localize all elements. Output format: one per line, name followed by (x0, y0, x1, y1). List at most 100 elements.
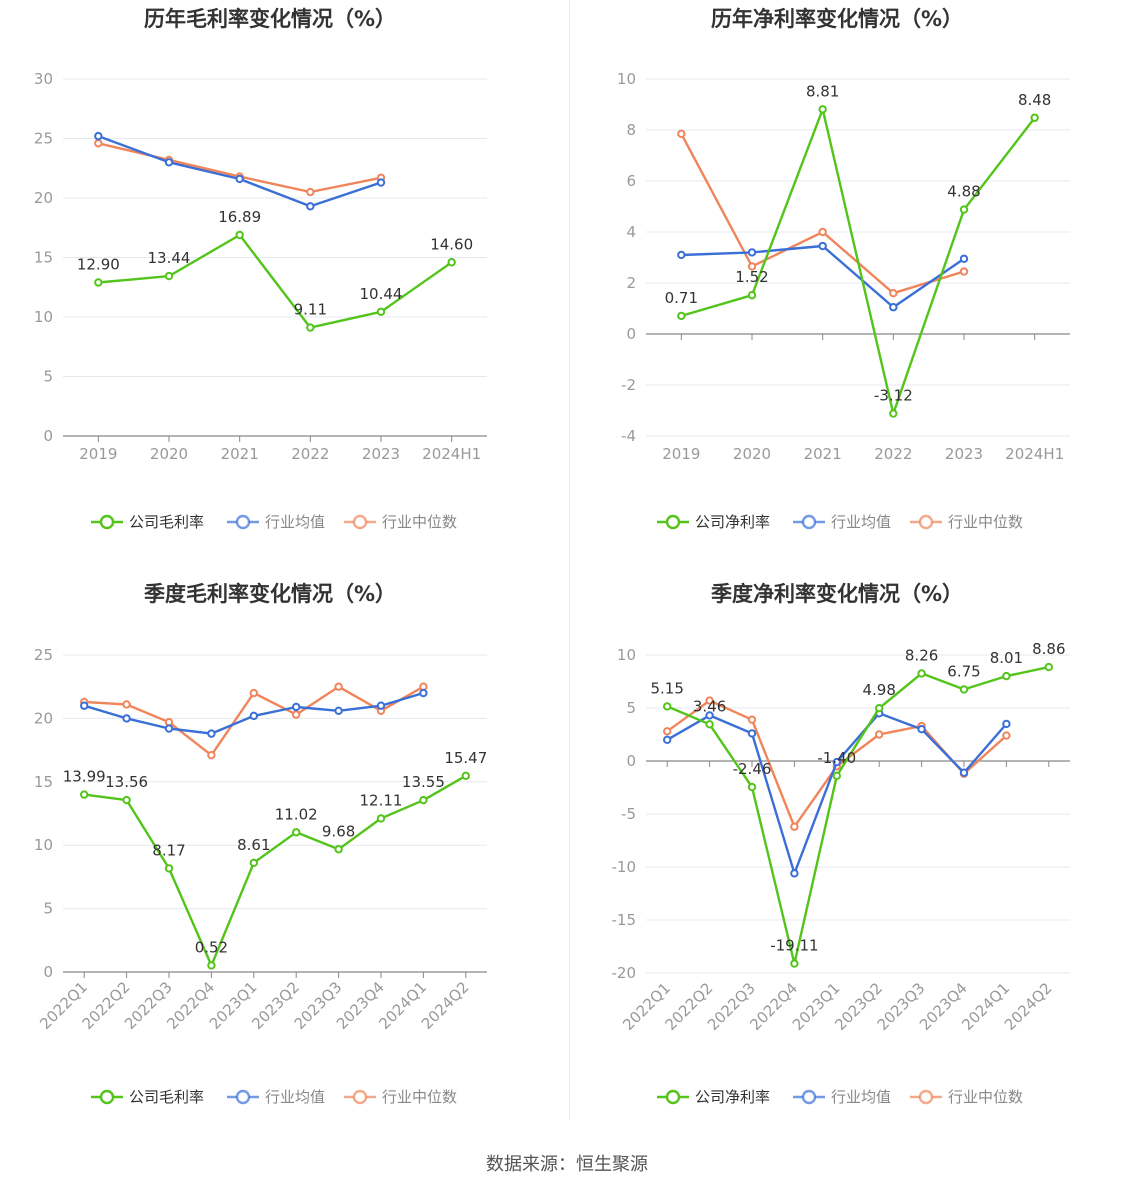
data-point-company (663, 702, 672, 711)
y-tick-label: -15 (612, 911, 637, 929)
series-line-company (680, 108, 1036, 415)
y-tick-label: 10 (617, 70, 636, 88)
data-point-avg (334, 706, 343, 715)
legend-label: 公司毛利率 (129, 513, 204, 531)
y-tick-label: -2 (621, 376, 636, 394)
legend-item-company[interactable]: 公司净利率 (657, 1088, 770, 1106)
data-label: 13.56 (105, 773, 148, 791)
data-label: 8.81 (806, 82, 839, 100)
data-point-avg (832, 757, 841, 767)
legend-item-median[interactable]: 行业中位数 (910, 513, 1023, 531)
data-point-avg (889, 303, 898, 312)
chart-quarter-net: 季度净利率变化情况（%）-20-15-10-505102022Q12022Q22… (612, 582, 1070, 1106)
data-source-note: 数据来源：恒生聚源 (486, 1154, 648, 1175)
data-label: 8.01 (990, 649, 1023, 667)
data-point-avg (376, 178, 386, 187)
data-point-company (376, 307, 386, 316)
x-tick-label: 2021 (221, 445, 259, 463)
legend-item-avg[interactable]: 行业均值 (793, 513, 891, 531)
data-point-company (94, 278, 103, 287)
legend-item-avg[interactable]: 行业均值 (227, 1088, 325, 1106)
chart-panel-quarter-gross: 季度毛利率变化情况（%） 0 5 10 15 20 25 2022Q1 2022Q2 2022Q3… (0, 575, 567, 1150)
data-point-company (207, 961, 216, 970)
data-point-company (832, 771, 841, 781)
data-point-company (164, 864, 174, 873)
y-tick-label: 5 (43, 900, 53, 918)
data-label: -3.12 (874, 387, 913, 405)
data-point-company (1002, 671, 1011, 681)
data-point-median (747, 715, 757, 724)
series-line-avg (97, 134, 382, 208)
legend-item-median[interactable]: 行业中位数 (344, 513, 457, 531)
legend-label: 行业均值 (265, 513, 325, 531)
data-point-median (1002, 731, 1011, 740)
data-label: 1.52 (735, 268, 768, 286)
chart-title: 季度毛利率变化情况（%） (144, 582, 396, 606)
series-line-avg (681, 244, 965, 309)
y-tick-label: -4 (621, 427, 636, 445)
data-label: 11.02 (275, 805, 318, 823)
y-tick-label: 0 (43, 427, 53, 445)
legend-item-median[interactable]: 行业中位数 (910, 1088, 1023, 1106)
data-label: 16.89 (218, 208, 261, 226)
x-tick-label: 2024H1 (1005, 445, 1064, 463)
data-point-company (292, 828, 301, 837)
data-point-company (164, 271, 174, 281)
chart-panel-annual-gross: 历年毛利率变化情况（%） 0 5 10 15 20 25 30 2019 2020 2021 2022… (0, 0, 567, 575)
y-tick-label: 25 (34, 130, 53, 148)
data-point-company (235, 230, 244, 240)
y-tick-label: 20 (34, 709, 53, 727)
legend-item-company[interactable]: 公司净利率 (657, 513, 770, 531)
data-point-median (889, 289, 898, 298)
legend-item-company[interactable]: 公司毛利率 (91, 1088, 204, 1106)
data-point-avg (747, 248, 757, 257)
data-point-company (1044, 662, 1053, 672)
y-tick-label: 15 (34, 773, 53, 791)
data-point-median (663, 727, 672, 736)
y-tick-label: 20 (34, 189, 53, 207)
data-point-median (677, 129, 686, 139)
data-point-avg (747, 729, 757, 738)
data-point-avg (122, 714, 131, 723)
x-tick-label: 2024Q2 (1001, 979, 1056, 1034)
data-label: 6.75 (947, 662, 980, 680)
data-label: 13.44 (148, 249, 191, 267)
data-point-company (334, 845, 343, 854)
chart-title: 历年净利率变化情况（%） (711, 7, 963, 31)
data-point-company (889, 409, 898, 418)
data-point-company (249, 858, 259, 868)
y-tick-label: -5 (621, 805, 636, 823)
data-label: -19.11 (770, 937, 818, 955)
y-tick-label: 10 (34, 308, 53, 326)
data-label: 12.90 (77, 255, 120, 273)
y-tick-label: 5 (626, 699, 636, 717)
chart-title: 季度净利率变化情况（%） (711, 582, 963, 606)
data-point-avg (705, 711, 714, 720)
data-point-median (875, 730, 884, 739)
data-point-median (306, 187, 315, 197)
data-point-avg (917, 725, 926, 734)
series-line-company (98, 233, 453, 329)
legend-marker (352, 514, 368, 530)
data-point-avg (292, 702, 301, 712)
chart-annual-gross: 历年毛利率变化情况（%） 0 5 10 15 20 25 30 2019 2020 2021 2022… (34, 7, 487, 531)
data-point-median (334, 682, 343, 691)
data-point-median (747, 262, 757, 271)
data-point-company (747, 291, 757, 300)
data-point-avg (235, 174, 244, 184)
x-tick-label: 2020 (150, 445, 188, 463)
legend-marker (235, 514, 251, 530)
data-point-median (207, 750, 216, 760)
data-point-company (1030, 113, 1039, 122)
data-label: 0.52 (195, 938, 228, 956)
legend-item-avg[interactable]: 行业均值 (227, 513, 325, 531)
data-point-avg (677, 250, 686, 260)
legend-item-company[interactable]: 公司毛利率 (91, 513, 204, 531)
data-label: -2.46 (733, 760, 772, 778)
data-point-avg (419, 688, 428, 698)
y-tick-label: 25 (34, 646, 53, 664)
legend-marker (99, 1089, 115, 1105)
data-point-median (122, 700, 131, 709)
legend-item-median[interactable]: 行业中位数 (344, 1088, 457, 1106)
legend-item-avg[interactable]: 行业均值 (793, 1088, 891, 1106)
